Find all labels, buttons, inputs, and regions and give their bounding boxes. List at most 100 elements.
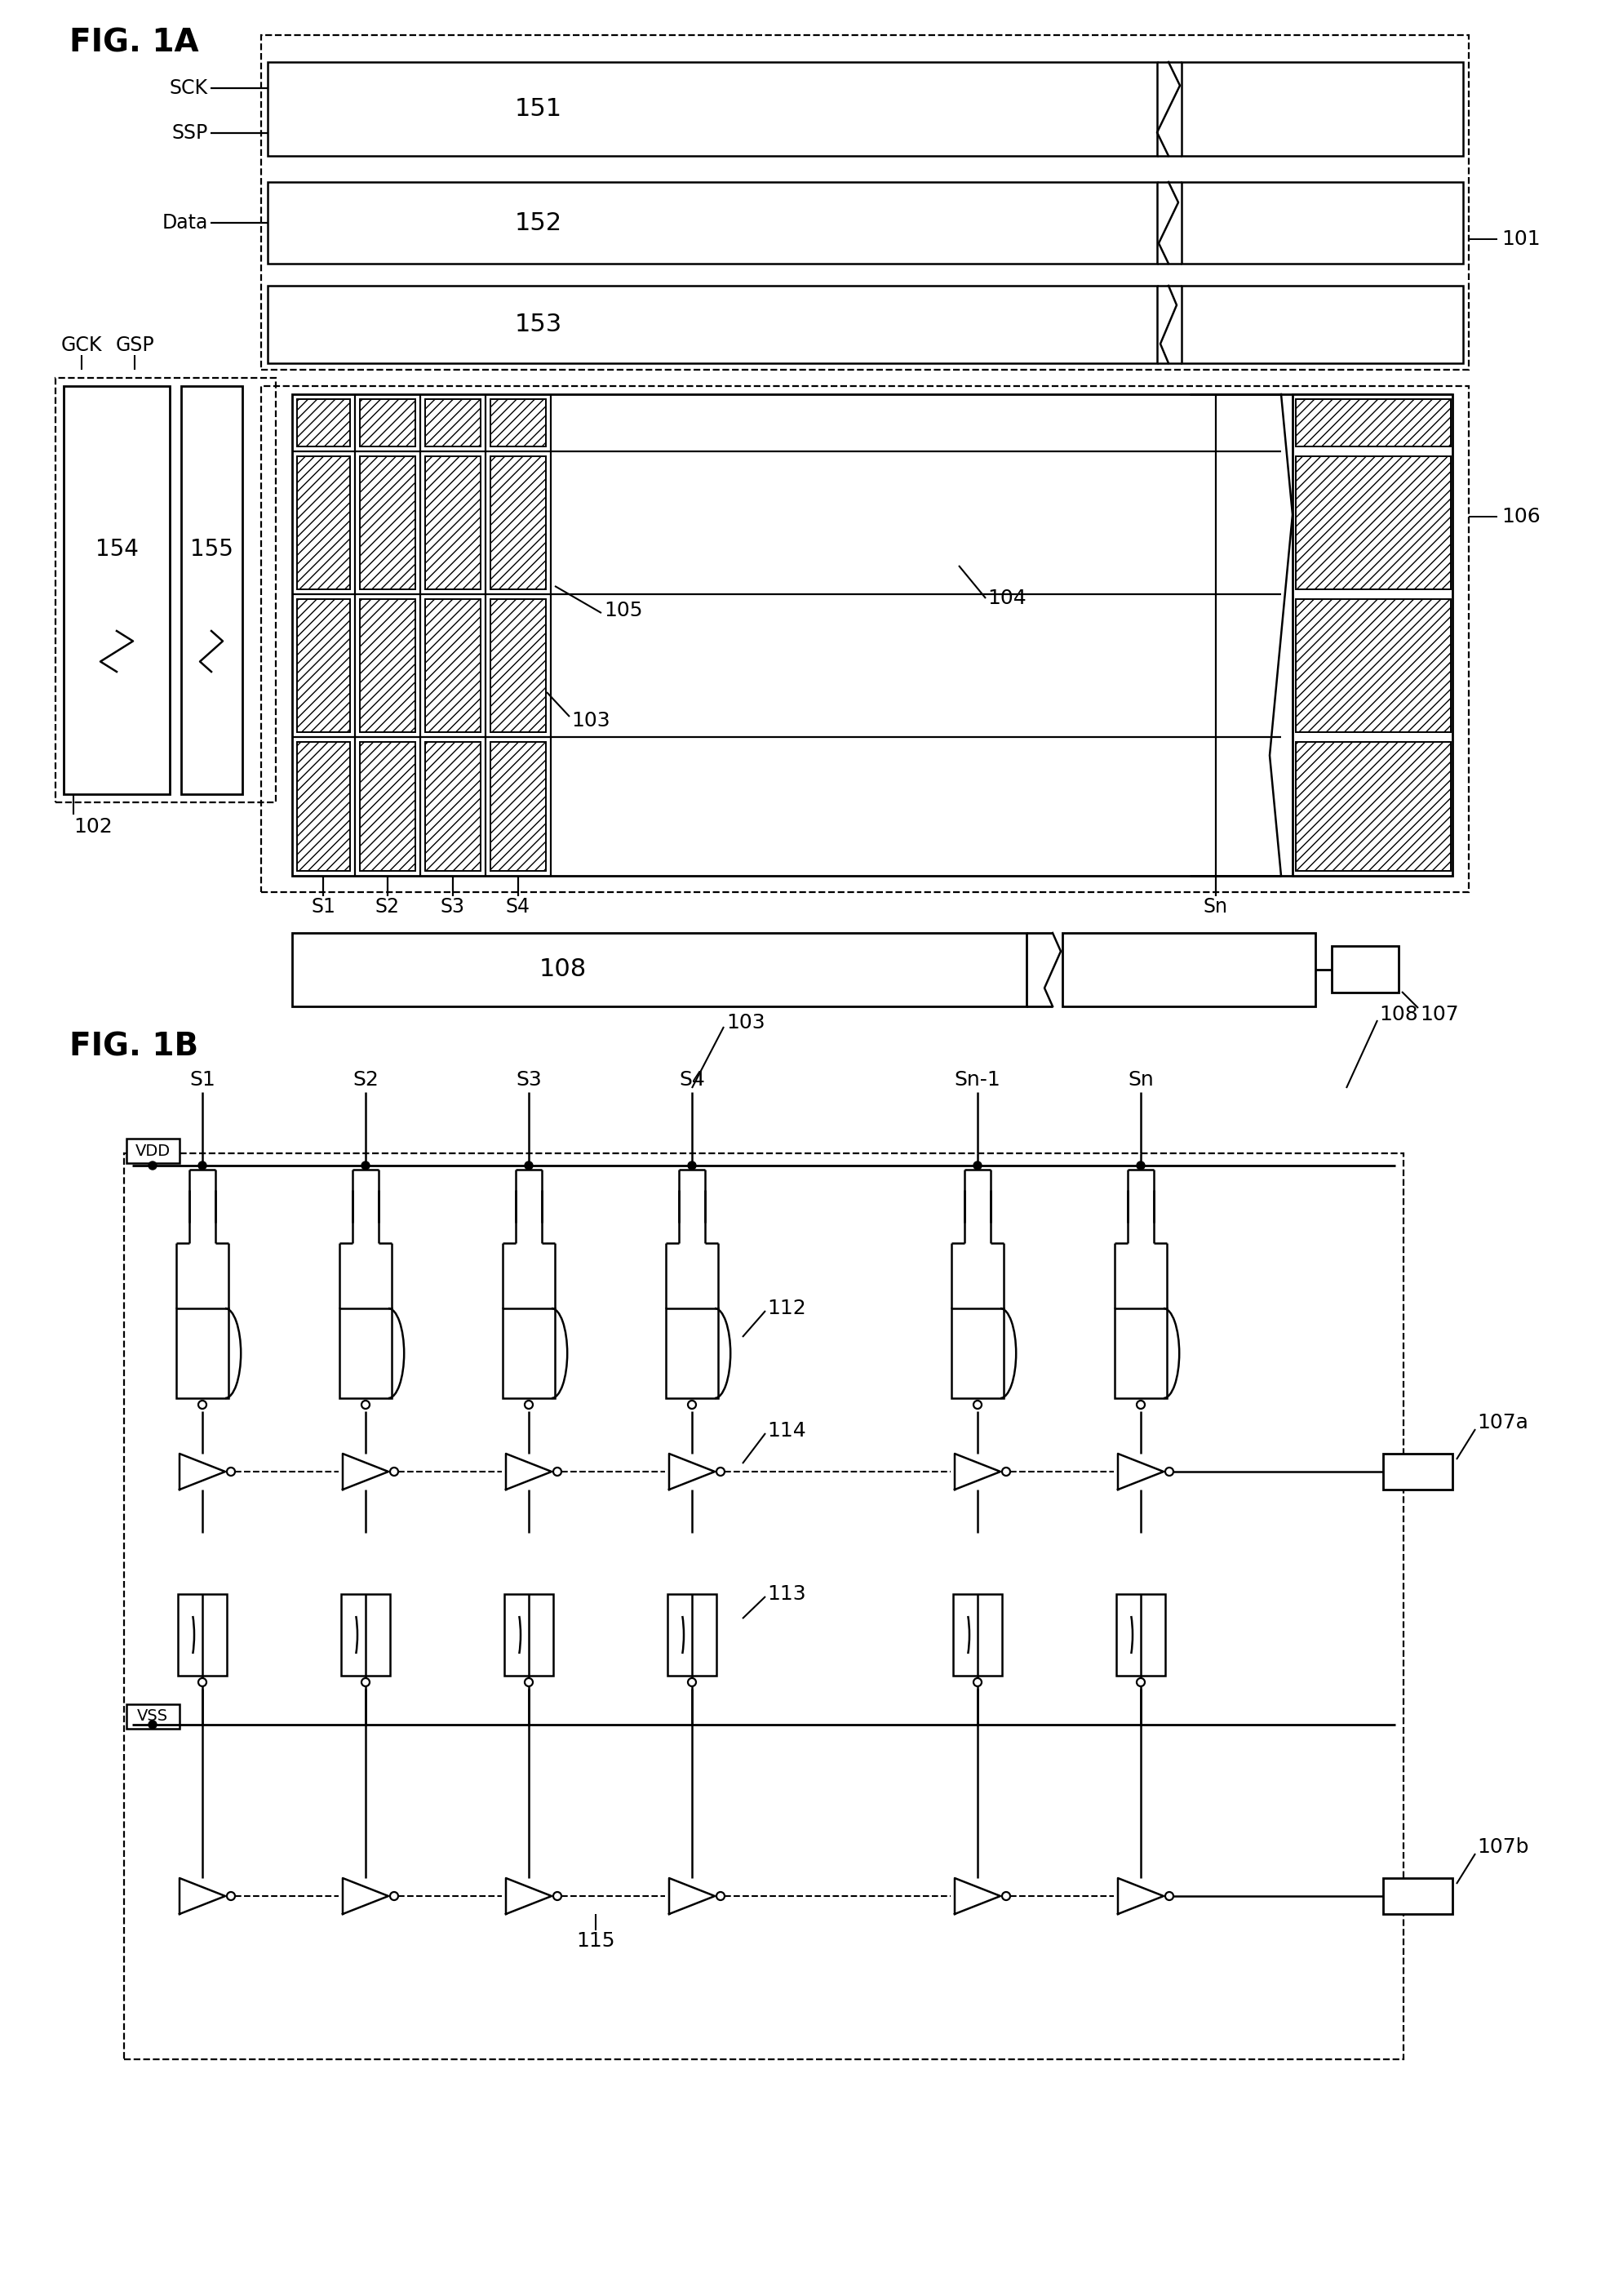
Bar: [339, 1309, 391, 1398]
Bar: [505, 1593, 553, 1676]
Bar: [951, 1309, 1003, 1398]
Bar: [127, 1139, 180, 1164]
Bar: [177, 1309, 229, 1398]
Bar: [425, 457, 480, 590]
Text: GCK: GCK: [62, 335, 102, 356]
Circle shape: [149, 1720, 157, 1729]
Text: Data: Data: [162, 214, 208, 232]
Text: 112: 112: [768, 1300, 807, 1318]
Bar: [297, 400, 351, 445]
Bar: [503, 1309, 555, 1398]
Bar: [1295, 400, 1451, 445]
Text: 107: 107: [1420, 1006, 1459, 1024]
Circle shape: [553, 1467, 562, 1476]
Bar: [360, 599, 415, 732]
Circle shape: [974, 1162, 982, 1169]
Circle shape: [524, 1678, 532, 1685]
Circle shape: [1136, 1401, 1144, 1410]
Bar: [490, 457, 545, 590]
Bar: [1182, 181, 1462, 264]
Text: 152: 152: [514, 211, 562, 234]
Bar: [1295, 457, 1451, 590]
Bar: [268, 181, 1157, 264]
Bar: [425, 400, 480, 445]
Circle shape: [390, 1892, 398, 1901]
Circle shape: [1165, 1892, 1173, 1901]
Bar: [1295, 599, 1451, 732]
Text: S4: S4: [506, 898, 531, 916]
Circle shape: [1001, 1467, 1010, 1476]
Bar: [1117, 1593, 1165, 1676]
Text: VDD: VDD: [135, 1143, 170, 1159]
Circle shape: [716, 1467, 724, 1476]
Bar: [665, 1309, 717, 1398]
Text: 104: 104: [987, 588, 1026, 608]
Circle shape: [362, 1401, 370, 1410]
Circle shape: [1136, 1678, 1144, 1685]
Bar: [1383, 1878, 1453, 1915]
Bar: [297, 457, 351, 590]
Circle shape: [553, 1892, 562, 1901]
Circle shape: [974, 1678, 982, 1685]
Text: S3: S3: [440, 898, 466, 916]
Circle shape: [716, 1892, 724, 1901]
Bar: [490, 400, 545, 445]
Bar: [490, 742, 545, 870]
Bar: [360, 457, 415, 590]
Text: SCK: SCK: [170, 78, 208, 99]
Text: 154: 154: [96, 537, 138, 560]
Text: FIG. 1A: FIG. 1A: [70, 28, 198, 60]
Text: S2: S2: [352, 1070, 378, 1091]
Text: 153: 153: [514, 312, 562, 338]
Circle shape: [1165, 1467, 1173, 1476]
Circle shape: [1001, 1892, 1010, 1901]
Text: 107a: 107a: [1477, 1412, 1529, 1433]
Text: 101: 101: [1501, 230, 1540, 248]
Text: 108: 108: [539, 957, 588, 980]
Bar: [268, 285, 1157, 363]
Bar: [268, 62, 1157, 156]
Bar: [297, 742, 351, 870]
Text: S2: S2: [375, 898, 399, 916]
Bar: [1063, 932, 1315, 1006]
Text: 155: 155: [190, 537, 234, 560]
Bar: [1383, 1453, 1453, 1490]
Text: S3: S3: [516, 1070, 542, 1091]
Circle shape: [524, 1162, 532, 1169]
Text: Sn: Sn: [1204, 898, 1229, 916]
Bar: [297, 599, 351, 732]
Bar: [425, 742, 480, 870]
Text: 113: 113: [768, 1584, 807, 1605]
Bar: [292, 932, 1026, 1006]
Text: 103: 103: [571, 712, 610, 730]
Text: S1: S1: [190, 1070, 216, 1091]
Bar: [341, 1593, 390, 1676]
Text: 106: 106: [1501, 507, 1540, 526]
Text: Sn-1: Sn-1: [954, 1070, 1001, 1091]
Bar: [123, 1153, 1404, 2060]
Text: 105: 105: [604, 602, 643, 620]
Text: 151: 151: [514, 96, 562, 119]
Circle shape: [198, 1162, 206, 1169]
Text: VSS: VSS: [136, 1708, 169, 1724]
Bar: [1332, 946, 1399, 992]
Text: S4: S4: [678, 1070, 704, 1091]
Text: S1: S1: [312, 898, 336, 916]
Text: Sn: Sn: [1128, 1070, 1154, 1091]
Text: 115: 115: [576, 1931, 615, 1952]
Bar: [667, 1593, 716, 1676]
Bar: [1295, 742, 1451, 870]
Circle shape: [362, 1162, 370, 1169]
Text: GSP: GSP: [115, 335, 154, 356]
Circle shape: [974, 1401, 982, 1410]
Text: 103: 103: [725, 1013, 764, 1033]
Circle shape: [1136, 1162, 1144, 1169]
Bar: [127, 1704, 180, 1729]
Circle shape: [227, 1467, 235, 1476]
Text: 108: 108: [1380, 1006, 1419, 1024]
Bar: [953, 1593, 1001, 1676]
Bar: [1292, 395, 1453, 875]
Bar: [179, 1593, 227, 1676]
Circle shape: [198, 1401, 206, 1410]
Text: 102: 102: [73, 817, 112, 836]
